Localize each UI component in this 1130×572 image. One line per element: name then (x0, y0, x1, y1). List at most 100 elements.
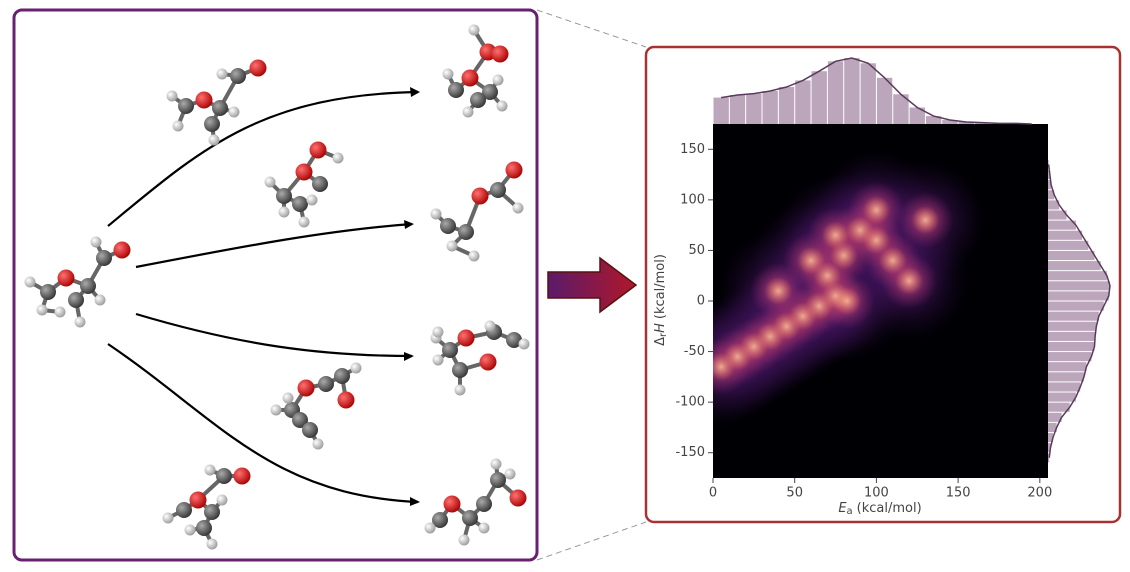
x-hist-bar (876, 77, 893, 124)
y-hist-bar (1048, 341, 1095, 352)
atom (297, 379, 315, 397)
y-hist-bar (1048, 453, 1050, 463)
atom (195, 91, 213, 109)
x-hist-bar (729, 94, 746, 124)
y-hist-bar (1048, 261, 1101, 271)
density-blob (797, 246, 826, 275)
y-hist-bar (1048, 352, 1092, 362)
atom (490, 458, 502, 470)
x-kde-curve (721, 57, 1032, 125)
y-hist-bar (1048, 311, 1099, 321)
y-tick-label: -100 (675, 395, 705, 410)
atom (40, 284, 56, 300)
atom (162, 512, 174, 524)
atom (309, 141, 327, 159)
atom (113, 241, 131, 259)
atom (432, 512, 448, 528)
y-hist-bar (1048, 159, 1049, 170)
molecules (24, 24, 530, 550)
atom (457, 329, 475, 347)
atom (440, 218, 456, 234)
y-hist-bar (1048, 170, 1050, 180)
y-hist-bar (1048, 180, 1052, 190)
atom (270, 404, 282, 416)
atom (318, 376, 334, 392)
atom (233, 467, 251, 485)
atom (512, 202, 524, 214)
atom (216, 468, 232, 484)
y-hist-bar (1048, 443, 1051, 453)
x-tick-label: 100 (864, 486, 889, 501)
atom (490, 472, 506, 488)
zoom-line (536, 521, 647, 561)
atom (505, 161, 523, 179)
atom (461, 69, 479, 87)
atom (506, 332, 522, 348)
x-hist-bar (827, 61, 844, 124)
density-blob (895, 266, 924, 295)
atom (57, 269, 75, 287)
atom (96, 250, 112, 266)
atom (518, 338, 530, 350)
atom (172, 120, 184, 132)
y-hist-bar (1048, 331, 1096, 341)
atom (204, 464, 216, 476)
atom (337, 391, 355, 409)
atom (249, 59, 267, 77)
atom (54, 306, 66, 318)
atom (74, 316, 86, 328)
atom (282, 392, 294, 404)
y-hist-bar (1048, 281, 1110, 291)
density-blob (833, 287, 861, 315)
atom (458, 224, 474, 240)
atom (292, 196, 308, 212)
y-hist-bar (1048, 301, 1104, 311)
atom (430, 208, 442, 220)
x-label-sub: a (847, 506, 853, 517)
y-hist-bar (1048, 210, 1067, 220)
atom (230, 68, 246, 84)
atom (504, 468, 516, 480)
atom (446, 240, 458, 252)
y-hist-bar (1048, 200, 1060, 210)
atom (509, 489, 527, 507)
atom (462, 510, 478, 526)
atom (496, 100, 508, 112)
atom (298, 216, 310, 228)
y-label-unit: (kcal/mol) (653, 254, 668, 319)
atom (452, 362, 468, 378)
x-hist-bar (893, 94, 909, 124)
atom (458, 534, 470, 546)
y-hist-bar (1048, 190, 1055, 200)
atom (216, 494, 228, 506)
x-hist-bar (762, 91, 778, 124)
y-hist-bar (1048, 362, 1087, 372)
atom (432, 326, 444, 338)
atom (264, 176, 276, 188)
atom (24, 276, 36, 288)
big-arrow (547, 256, 638, 314)
x-hist-bar (860, 63, 876, 124)
y-tick-label: 50 (688, 243, 705, 258)
atom (334, 368, 350, 384)
atom (228, 106, 240, 118)
atom (208, 134, 220, 146)
atom (482, 84, 498, 100)
reaction-panel (12, 8, 539, 562)
atom (448, 82, 464, 98)
y-tick-label: 150 (680, 142, 705, 157)
atom (306, 194, 318, 206)
y-label-prefix: Δ (653, 337, 668, 346)
atom (94, 294, 106, 306)
atom (470, 92, 486, 108)
x-label-symbol: E (838, 501, 847, 516)
y-hist-bar (1048, 392, 1076, 402)
y-tick-label: -50 (684, 344, 705, 359)
x-axis-label: Ea (kcal/mol) (838, 501, 921, 518)
y-hist-bar (1048, 271, 1107, 281)
atom (471, 187, 489, 205)
atom (350, 362, 362, 374)
x-hist-bar (811, 71, 827, 124)
y-hist-bar (1048, 240, 1089, 250)
atom (80, 278, 96, 294)
